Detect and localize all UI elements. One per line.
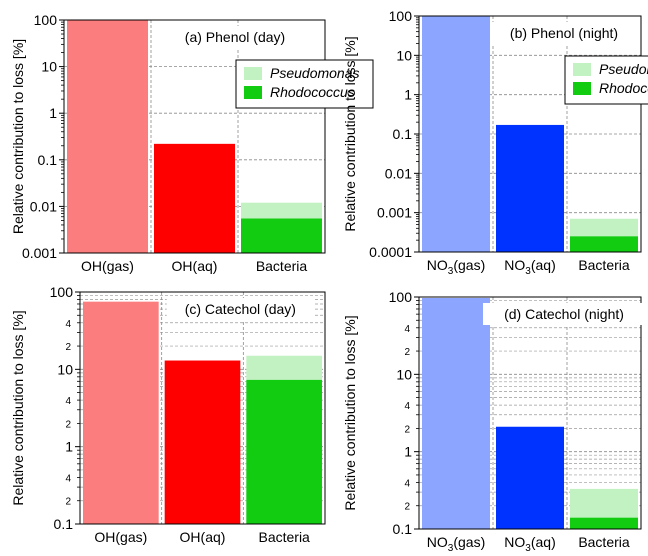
y-tick-label: 0.01 [30,198,57,214]
x-category-label: Bacteria [256,258,308,274]
y-tick-label: 1 [404,87,412,103]
panel-title-box [168,26,302,48]
chart-panel-d: 0.1 1 10 100 2 4 2 4 2 4 NO3(gas) NO3(aq) Bacteria Re… [342,289,645,554]
panel-title: (b) Phenol (night) [510,25,618,41]
y-tick-label: 1 [404,444,412,460]
legend-label-pseudomonas: Pseudomonas [599,61,648,77]
y-tick-label: 10 [396,366,412,382]
legend-label-pseudomonas: Pseudomonas [270,65,360,81]
x-category-label: OH(aq) [180,529,226,545]
panel-title-box [490,22,638,44]
legend-swatch-pseudomonas [573,63,591,76]
y-minor-tick-label: 4 [65,319,71,330]
bar-oh-aq [154,143,235,253]
y-axis-label: Relative contribution to loss [%] [10,310,26,505]
bar-oh-aq [164,360,241,524]
y-minor-tick-label: 2 [404,502,410,513]
legend-swatch-rhodococcus [244,86,262,99]
x-category-label: Bacteria [578,257,630,273]
y-minor-tick-label: 2 [65,419,71,430]
bar-no3-gas [422,16,490,252]
panel-title: (d) Catechol (night) [504,306,624,322]
plot-frame [63,19,326,254]
panel-title-box [166,298,314,320]
y-minor-tick-label: 4 [65,473,71,484]
y-tick-label: 1 [65,439,73,455]
y-minor-tick-label: 2 [65,497,71,508]
y-tick-label: 0.1 [54,516,74,532]
y-tick-label: 100 [34,12,58,28]
y-tick-label: 1 [49,105,57,121]
y-axis-label: Relative contribution to loss [%] [342,315,358,510]
y-tick-label: 0.0001 [369,244,412,260]
x-category-label: Bacteria [258,529,310,545]
y-tick-label: 10 [396,47,412,63]
bar-bacteria-rhodococcus [570,236,638,252]
bar-bacteria-rhodococcus [570,517,638,529]
y-axis-label: Relative contribution to loss [%] [10,39,26,234]
bar-no3-gas [422,298,490,529]
bar-no3-aq [496,124,564,252]
y-tick-label: 0.1 [393,126,413,142]
y-minor-tick-label: 4 [65,396,71,407]
legend-swatch-pseudomonas [244,67,262,80]
chart-panel-c: 0.1 1 10 100 2 4 2 4 2 4 OH(gas) OH(aq) Bacteria Rela… [10,284,326,545]
panel-title: (c) Catechol (day) [185,301,296,317]
y-tick-label: 100 [389,8,413,24]
y-tick-label: 100 [50,284,74,300]
legend-label-rhodococcus: Rhodococcus [270,84,355,100]
x-category-label: NO3(aq) [504,534,555,554]
y-minor-tick-label: 2 [404,347,410,358]
y-tick-label: 100 [389,289,413,305]
x-category-label: NO3(aq) [504,257,555,277]
x-category-label: NO3(gas) [427,257,485,277]
x-category-label: NO3(gas) [427,534,485,554]
y-minor-tick-label: 4 [404,324,410,335]
y-tick-label: 0.1 [38,152,58,168]
panel-title-box [483,303,645,325]
chart-panel-a: 0.001 0.01 0.1 1 10 100 OH(gas) OH(aq) Bacteria R… [10,12,374,274]
legend-swatch-rhodococcus [573,82,591,95]
plot-frame [79,291,326,525]
x-category-label: Bacteria [578,534,630,550]
x-category-label: OH(aq) [172,258,218,274]
y-tick-label: 10 [41,59,57,75]
bar-no3-aq [496,426,564,529]
panel-title: (a) Phenol (day) [185,29,285,45]
y-tick-label: 0.01 [385,165,412,181]
legend-label-rhodococcus: Rhodococcus [599,80,648,96]
chart-panel-b: 0.0001 0.001 0.01 0.1 1 10 100 NO3(gas) NO3(aq) B… [342,8,648,277]
bar-bacteria-rhodococcus [246,379,322,524]
bar-oh-gas [67,20,148,253]
y-tick-label: 0.001 [22,245,57,261]
y-minor-tick-label: 4 [404,401,410,412]
y-axis-label: Relative contribution to loss [%] [342,36,358,231]
y-minor-tick-label: 4 [404,478,410,489]
y-tick-label: 10 [57,361,73,377]
y-tick-label: 0.001 [377,205,412,221]
x-category-label: OH(gas) [81,258,134,274]
plot-frame [418,296,642,530]
x-category-label: OH(gas) [94,529,147,545]
y-minor-tick-label: 2 [65,342,71,353]
bar-bacteria-rhodococcus [241,218,322,253]
bar-oh-gas [83,301,159,524]
y-minor-tick-label: 2 [404,424,410,435]
y-tick-label: 0.1 [393,521,413,537]
